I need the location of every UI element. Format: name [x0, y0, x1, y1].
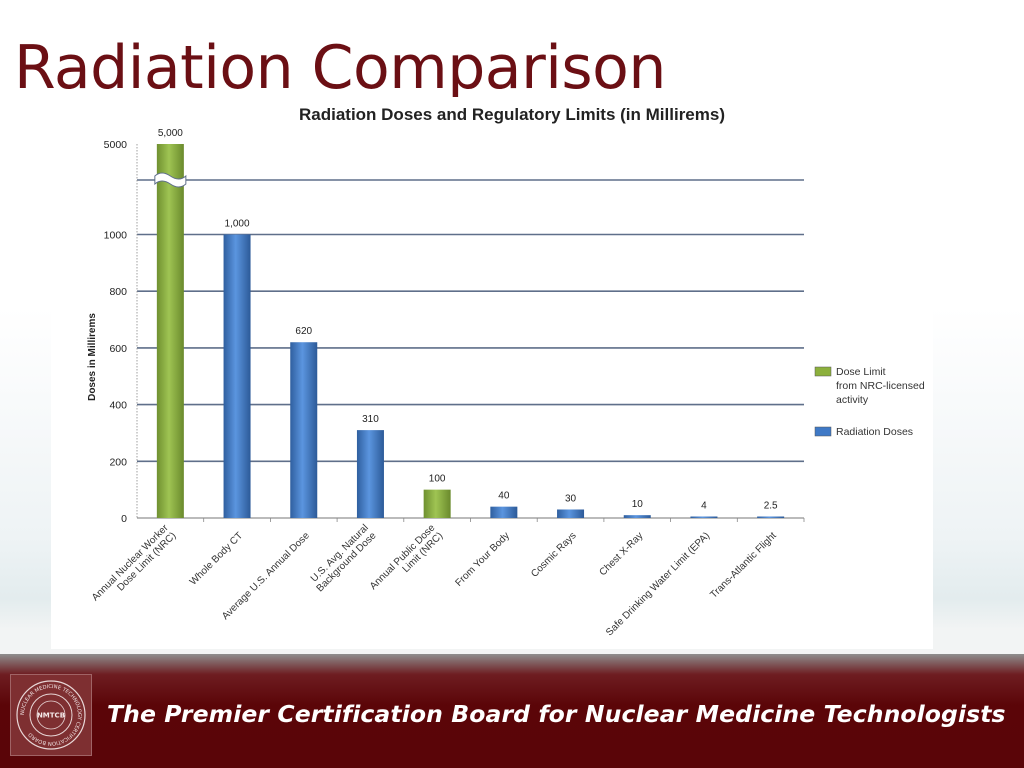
- bar: [490, 506, 518, 518]
- bar: [223, 234, 251, 518]
- footer-tagline: The Premier Certification Board for Nucl…: [107, 700, 1006, 728]
- chart-panel: Radiation Doses and Regulatory Limits (i…: [51, 97, 933, 649]
- y-axis-label: Doses in Millirems: [87, 313, 98, 401]
- bar: [156, 144, 184, 518]
- legend-label: Radiation Doses: [836, 426, 913, 438]
- x-tick-label: From Your Body: [453, 530, 511, 588]
- value-label: 10: [632, 499, 644, 510]
- y-tick-label: 400: [109, 400, 127, 412]
- value-label: 40: [498, 491, 510, 502]
- y-tick-label: 600: [109, 343, 127, 355]
- value-label: 1,000: [225, 219, 250, 230]
- bar: [423, 489, 451, 518]
- legend-label: activity: [836, 394, 869, 406]
- bars: [154, 144, 785, 518]
- legend-swatch: [814, 366, 832, 377]
- footer-banner: NUCLEAR MEDICINE TECHNOLOGY CERTIFICATIO…: [0, 654, 1024, 768]
- value-label: 2.5: [764, 501, 778, 512]
- bar: [690, 516, 718, 518]
- chart-title: Radiation Doses and Regulatory Limits (i…: [299, 105, 725, 124]
- slide-title: Radiation Comparison: [14, 33, 666, 103]
- x-tick-label: Cosmic Rays: [529, 530, 578, 579]
- dose-bar-chart: Radiation Doses and Regulatory Limits (i…: [87, 105, 925, 638]
- y-tick-label: 1000: [104, 230, 128, 242]
- legend: Dose Limit from NRC-licensed activity Radia…: [814, 366, 925, 438]
- x-tick-label: Trans-Atlantic Flight: [708, 530, 779, 601]
- bar-break-mark: [154, 172, 187, 188]
- x-tick-label: Whole Body CT: [188, 530, 245, 587]
- x-tick-label-line: Annual Nuclear Worker: [90, 522, 171, 603]
- legend-swatch: [814, 426, 832, 437]
- legend-label: Dose Limit: [836, 366, 886, 378]
- x-tick-label-line: Cosmic Rays: [529, 530, 578, 579]
- y-tick-label: 800: [109, 286, 127, 298]
- value-label: 100: [429, 474, 446, 485]
- nmtcb-seal-logo: NUCLEAR MEDICINE TECHNOLOGY CERTIFICATIO…: [10, 674, 92, 756]
- y-tick-label: 0: [121, 513, 127, 525]
- y-tick-label: 5000: [104, 139, 128, 151]
- x-tick-label: Chest X-Ray: [598, 530, 646, 578]
- x-tick-label-line: Whole Body CT: [188, 530, 245, 587]
- bar: [290, 342, 318, 518]
- y-tick-labels: 0 200 400 600 800 1000 5000: [104, 139, 128, 525]
- value-label: 620: [295, 326, 312, 337]
- value-label: 4: [701, 501, 707, 512]
- x-tick-label-line: From Your Body: [453, 530, 511, 588]
- bar: [356, 430, 384, 518]
- value-label: 30: [565, 493, 577, 504]
- svg-text:NMTCB: NMTCB: [37, 712, 65, 720]
- value-labels: 5,000 1,000 620 310 100 40 30 10 4 2.5: [158, 128, 778, 512]
- bar: [557, 509, 585, 518]
- legend-label: from NRC-licensed: [836, 380, 925, 392]
- value-label: 5,000: [158, 128, 183, 139]
- x-tick-label-line: Trans-Atlantic Flight: [708, 530, 779, 601]
- value-label: 310: [362, 414, 379, 425]
- y-tick-label: 200: [109, 456, 127, 468]
- bar: [757, 516, 785, 518]
- x-tick-label-line: Chest X-Ray: [598, 530, 646, 578]
- x-tick-label-line: Annual Public Dose: [368, 522, 438, 592]
- bar: [623, 515, 651, 518]
